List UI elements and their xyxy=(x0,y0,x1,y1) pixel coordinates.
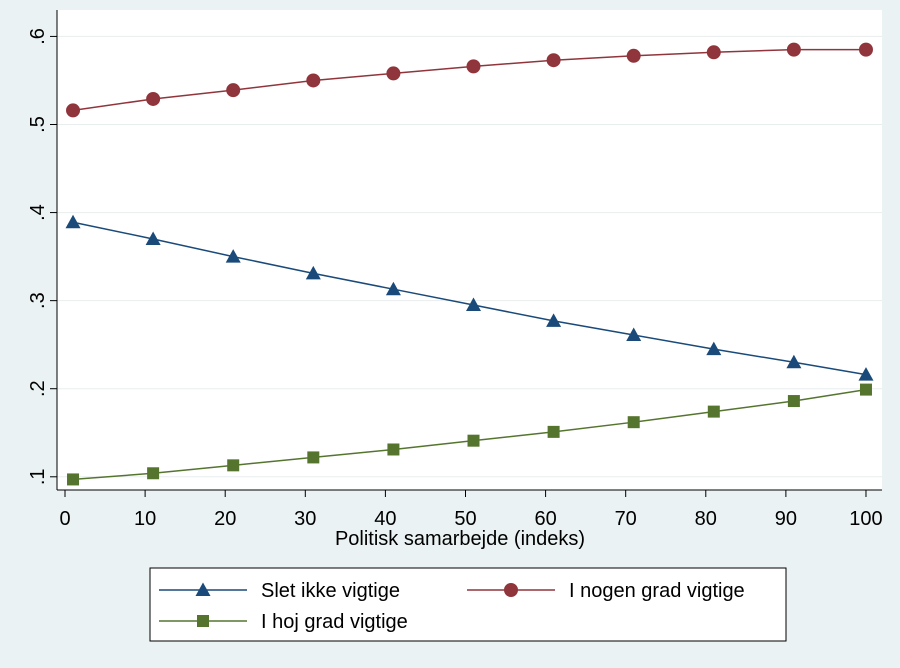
x-tick-label: 30 xyxy=(294,508,316,530)
legend-label: I hoj grad vigtige xyxy=(261,611,408,633)
data-point-series-3 xyxy=(227,459,240,472)
x-tick-label: 50 xyxy=(454,508,476,530)
y-tick-label: .3 xyxy=(27,292,49,309)
data-point-series-2 xyxy=(706,45,721,60)
x-tick-label: 100 xyxy=(849,508,882,530)
data-point-series-1 xyxy=(626,327,642,341)
data-point-series-2 xyxy=(386,66,401,81)
data-point-series-2 xyxy=(786,42,801,57)
x-tick-label: 20 xyxy=(214,508,236,530)
data-point-series-2 xyxy=(466,59,481,74)
data-point-series-2 xyxy=(626,48,641,63)
y-tick-label: .1 xyxy=(27,468,49,485)
x-tick-label: 90 xyxy=(775,508,797,530)
legend: Slet ikke vigtige I nogen grad vigtige I h… xyxy=(149,567,787,642)
data-point-series-1 xyxy=(225,249,241,263)
data-point-series-2 xyxy=(226,83,241,98)
data-point-series-3 xyxy=(707,405,720,418)
data-point-series-1 xyxy=(145,231,161,245)
legend-label: I nogen grad vigtige xyxy=(569,580,745,602)
data-point-series-3 xyxy=(467,434,480,447)
data-point-series-1 xyxy=(706,341,722,356)
data-point-series-1 xyxy=(786,354,802,369)
x-tick-label: 0 xyxy=(59,508,70,530)
x-tick-label: 60 xyxy=(534,508,556,530)
data-point-series-3 xyxy=(859,383,872,396)
data-point-series-3 xyxy=(147,467,160,480)
series-layer xyxy=(65,42,874,486)
data-point-series-1 xyxy=(858,367,874,381)
plot-area xyxy=(57,10,882,490)
legend-label: Slet ikke vigtige xyxy=(261,580,400,602)
data-point-series-1 xyxy=(546,313,562,327)
data-point-series-3 xyxy=(67,473,80,486)
x-tick-label: 70 xyxy=(615,508,637,530)
x-tick-label: 80 xyxy=(695,508,717,530)
data-point-series-1 xyxy=(466,297,482,312)
y-tick-label: .5 xyxy=(27,116,49,133)
x-tick-label: 10 xyxy=(134,508,156,530)
y-tick-label: .2 xyxy=(27,380,49,397)
y-tick-label: .6 xyxy=(27,28,49,45)
data-point-series-2 xyxy=(546,53,561,68)
x-axis-title: Politisk samarbejde (indeks) xyxy=(335,528,585,550)
data-point-series-1 xyxy=(305,265,321,280)
data-point-series-2 xyxy=(146,91,161,106)
data-point-series-1 xyxy=(385,281,401,296)
legend-marker xyxy=(504,583,518,597)
data-point-series-3 xyxy=(547,425,560,438)
legend-marker xyxy=(195,582,211,596)
x-tick-label: 40 xyxy=(374,508,396,530)
data-point-series-2 xyxy=(858,42,873,57)
data-point-series-2 xyxy=(66,103,81,118)
data-point-series-3 xyxy=(627,416,640,429)
data-point-series-2 xyxy=(306,73,321,88)
gridlines xyxy=(57,35,882,478)
data-point-series-3 xyxy=(307,451,320,464)
legend-marker xyxy=(197,615,209,627)
data-point-series-3 xyxy=(787,395,800,408)
axes: .1 .2 .3 .4 .5 .6 0 10 20 30 40 50 60 70 80 90 100 xyxy=(27,10,883,530)
legend-box xyxy=(149,567,787,642)
data-point-series-3 xyxy=(387,443,400,456)
data-point-series-1 xyxy=(65,214,81,229)
y-tick-label: .4 xyxy=(27,204,49,221)
